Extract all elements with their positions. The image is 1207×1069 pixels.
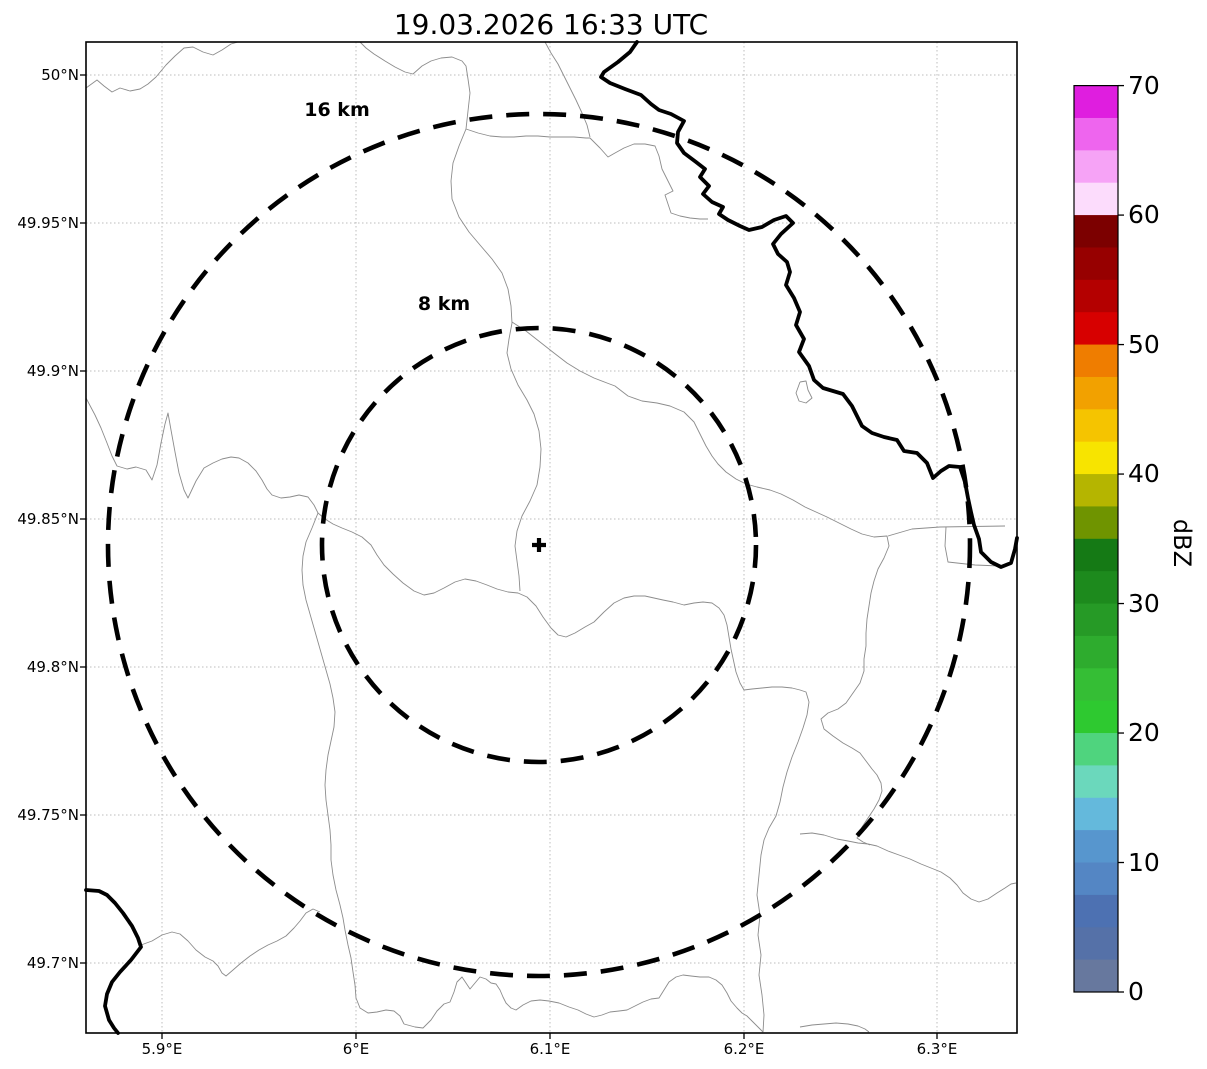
- colorbar-tick-label: 0: [1128, 977, 1144, 1006]
- colorbar-segment: [1074, 894, 1118, 928]
- admin-boundary-line: [799, 832, 1017, 903]
- colorbar-segment: [1074, 797, 1118, 831]
- colorbar-segment: [1074, 441, 1118, 475]
- colorbar-segment: [1074, 862, 1118, 896]
- colorbar-tick-label: 20: [1128, 718, 1160, 748]
- admin-boundary-line: [359, 41, 542, 592]
- colorbar-frame: [1073, 84, 1119, 993]
- colorbar-segment: [1074, 376, 1118, 410]
- colorbar-segment: [1074, 474, 1118, 507]
- admin-boundary-line: [944, 526, 1001, 567]
- y-axis-tick-label: 49.75°N: [17, 806, 79, 824]
- colorbar-segment: [1074, 85, 1118, 119]
- colorbar-segment: [1074, 182, 1118, 216]
- colorbar-segment: [1074, 700, 1118, 734]
- admin-boundary-line: [140, 908, 321, 977]
- admin-boundary-line: [799, 1022, 870, 1033]
- colorbar-segment: [1074, 312, 1118, 346]
- colorbar-tick-label: 40: [1128, 459, 1160, 489]
- colorbar-tick-label: 10: [1128, 847, 1160, 877]
- admin-boundary-line: [403, 974, 764, 1033]
- colorbar-segment: [1074, 117, 1118, 151]
- colorbar-segment: [1074, 215, 1118, 248]
- colorbar-unit-label: dBZ: [1168, 518, 1196, 568]
- admin-boundary-line: [85, 397, 810, 1033]
- admin-boundary-line: [544, 41, 591, 138]
- axes-frame: [85, 41, 1018, 1034]
- admin-boundary-line: [465, 128, 708, 220]
- colorbar-tick-label: 30: [1128, 588, 1160, 618]
- y-axis-tick-label: 49.8°N: [26, 658, 79, 676]
- colorbar-segment: [1074, 344, 1118, 378]
- y-axis-tick-label: 49.85°N: [17, 510, 79, 528]
- colorbar-segment: [1074, 571, 1118, 605]
- y-axis-tick-label: 49.95°N: [17, 214, 79, 232]
- country-border-line: [599, 40, 1019, 569]
- colorbar-segment: [1074, 959, 1118, 993]
- colorbar-segment: [1074, 150, 1118, 184]
- x-axis-tick-label: 6.3°E: [916, 1040, 958, 1058]
- colorbar-segment: [1074, 538, 1118, 572]
- colorbar-segment: [1074, 603, 1118, 637]
- colorbar-segment: [1074, 279, 1118, 313]
- colorbar-segment: [1074, 668, 1118, 702]
- admin-boundary-line: [887, 525, 1006, 537]
- colorbar-tick-label: 50: [1128, 329, 1160, 359]
- x-axis-tick-label: 6.2°E: [723, 1040, 765, 1058]
- range-ring-label: 16 km: [304, 99, 370, 121]
- colorbar-segment: [1074, 765, 1118, 799]
- colorbar-segment: [1074, 830, 1118, 864]
- colorbar-tick-label: 60: [1128, 200, 1160, 230]
- colorbar-segment: [1074, 247, 1118, 281]
- admin-boundary-line: [301, 512, 405, 1025]
- admin-boundary-line: [85, 41, 239, 93]
- colorbar-segment: [1074, 409, 1118, 443]
- x-axis-tick-label: 6°E: [342, 1040, 370, 1058]
- figure-title: 19.03.2026 16:33 UTC: [393, 8, 709, 41]
- colorbar-segment: [1074, 927, 1118, 961]
- y-axis-tick-label: 49.7°N: [26, 954, 79, 972]
- range-ring-circle: [319, 325, 759, 765]
- range-ring-label: 8 km: [417, 293, 471, 315]
- country-border-line: [84, 888, 143, 1035]
- x-axis-tick-label: 6.1°E: [529, 1040, 571, 1058]
- colorbar-tick-label: 70: [1128, 70, 1160, 100]
- y-axis-tick-label: 50°N: [41, 66, 79, 84]
- admin-boundary-line: [511, 321, 890, 846]
- colorbar-segment: [1074, 635, 1118, 669]
- y-axis-tick-label: 49.9°N: [26, 362, 79, 380]
- colorbar-segment: [1074, 506, 1118, 540]
- colorbar-segment: [1074, 733, 1118, 766]
- range-ring-circle: [105, 111, 973, 979]
- radar-site-marker: [532, 538, 546, 552]
- x-axis-tick-label: 5.9°E: [141, 1040, 183, 1058]
- admin-boundary-line: [795, 380, 813, 404]
